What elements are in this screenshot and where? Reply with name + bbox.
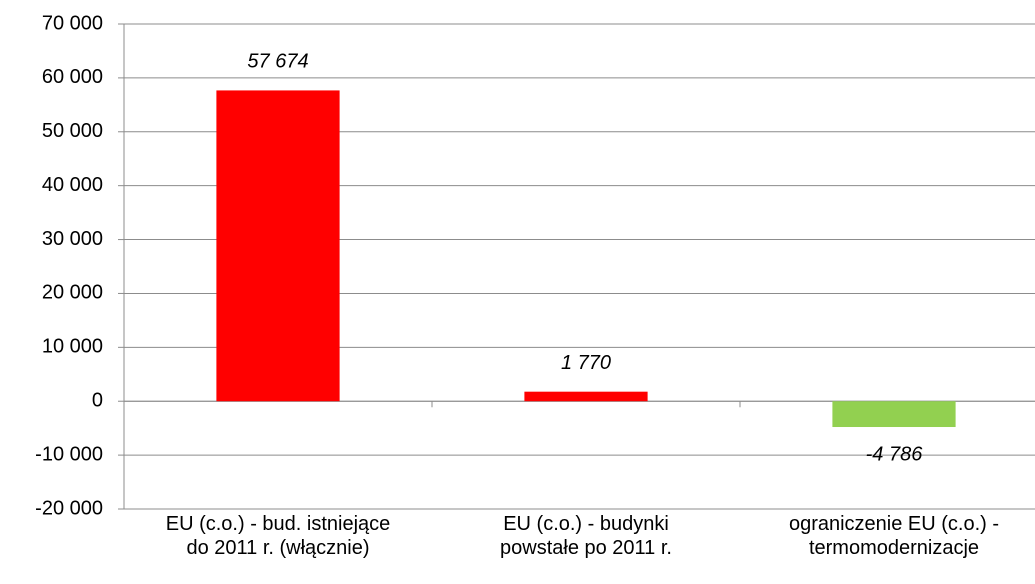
x-tick-label: EU (c.o.) - bud. istniejące do 2011 r. (… [165,513,391,559]
y-tick-label: 50 000 [42,120,103,142]
data-label: -4 786 [866,443,924,465]
y-tick-label: 0 [92,390,103,412]
y-tick-label: 60 000 [42,66,103,88]
y-tick-label: 20 000 [42,282,103,304]
y-tick-label: 40 000 [42,174,103,196]
bar [832,401,956,428]
x-tick-label: EU (c.o.) - budynki powstałe po 2011 r. [500,513,672,559]
y-tick-label: -10 000 [35,443,103,465]
data-label: 57 674 [247,51,308,73]
y-tick-label: -20 000 [35,497,103,519]
x-tick-label: ograniczenie EU (c.o.) - termomodernizac… [788,513,1000,559]
y-tick-label: 10 000 [42,336,103,358]
bar [524,391,648,402]
y-tick-label: 30 000 [42,228,103,250]
y-tick-label: 70 000 [42,12,103,34]
bar [216,90,340,402]
data-label: 1 770 [561,352,611,374]
